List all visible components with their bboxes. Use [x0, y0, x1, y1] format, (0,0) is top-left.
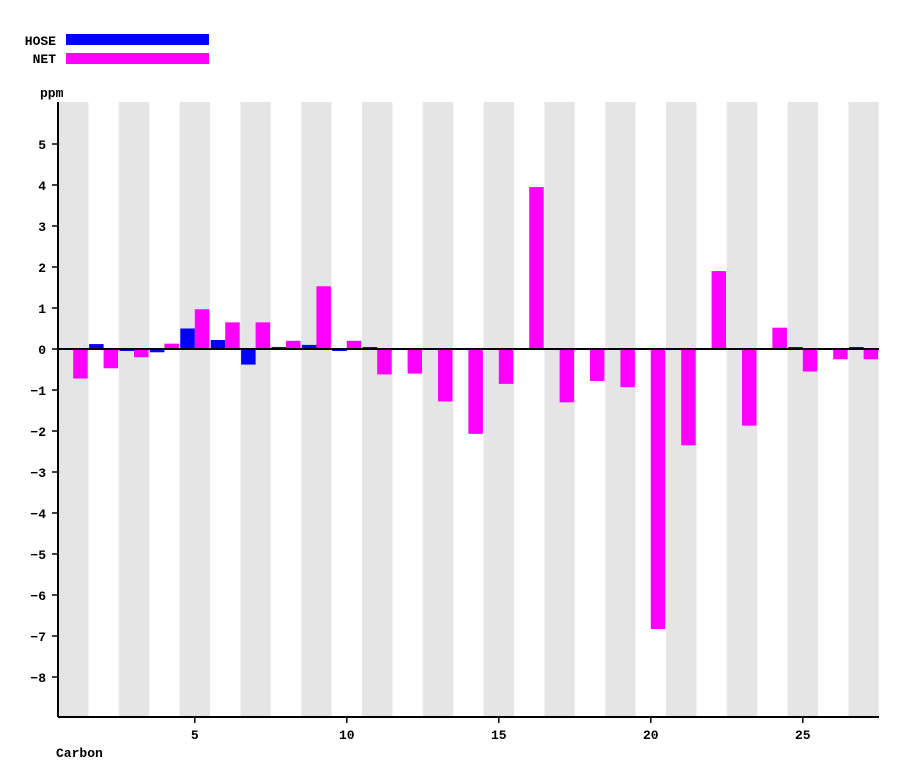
net-bar: [833, 349, 848, 360]
y-axis-label: ppm: [40, 86, 64, 101]
y-tick-label: 0: [38, 343, 46, 358]
net-bar: [802, 349, 818, 372]
net-bar: [407, 349, 423, 374]
y-tick-label: 2: [38, 261, 46, 276]
legend-swatch-net: [66, 53, 209, 64]
hose-bar: [301, 344, 317, 349]
net-bar: [681, 349, 696, 446]
net-bar: [772, 327, 787, 349]
net-bar: [134, 349, 149, 358]
net-bar: [255, 322, 271, 349]
net-bar: [164, 343, 179, 349]
net-bar: [590, 349, 605, 381]
background-band: [544, 102, 575, 717]
legend-label-net: NET: [33, 52, 57, 67]
net-bar: [650, 349, 666, 630]
x-axis-label: Carbon: [56, 746, 103, 761]
net-bar: [529, 187, 544, 349]
hose-bar: [241, 349, 256, 365]
x-tick-label: 10: [339, 728, 355, 743]
background-band: [422, 102, 454, 717]
net-bar: [73, 349, 88, 379]
background-band: [362, 102, 393, 717]
y-tick-label: −6: [30, 589, 46, 604]
net-bar: [742, 349, 757, 426]
background-band: [240, 102, 271, 717]
net-bar: [286, 340, 301, 349]
x-axis-ticks: 5 10 15 20 25: [191, 717, 811, 743]
y-tick-label: −5: [30, 548, 46, 563]
x-tick-label: 20: [643, 728, 659, 743]
net-bar: [194, 309, 210, 349]
y-tick-label: −4: [30, 507, 46, 522]
net-bar: [316, 286, 331, 349]
y-tick-label: 1: [38, 302, 46, 317]
net-bar: [225, 322, 240, 349]
background-band: [58, 102, 89, 717]
y-axis-ticks: 5 4 3 2 1 0 −1 −2 −3 −4 −5 −6 −7 −8: [30, 138, 58, 686]
y-tick-label: −3: [30, 466, 46, 481]
y-tick-label: −7: [30, 630, 46, 645]
x-tick-label: 5: [191, 728, 199, 743]
y-tick-label: −1: [30, 384, 46, 399]
background-band: [483, 102, 514, 717]
y-tick-label: −8: [30, 671, 46, 686]
hose-bar: [149, 349, 165, 353]
net-bar: [863, 349, 879, 360]
legend-swatch-hose: [66, 34, 209, 45]
net-bar: [620, 349, 635, 388]
x-tick-label: 15: [491, 728, 507, 743]
legend: HOSE NET: [25, 34, 209, 67]
net-bar: [438, 349, 453, 402]
hose-bar: [210, 339, 226, 349]
y-tick-label: 4: [38, 179, 46, 194]
y-tick-label: 3: [38, 220, 46, 235]
net-bar: [559, 349, 575, 403]
bars: [73, 187, 879, 630]
background-band: [301, 102, 332, 717]
background-band: [179, 102, 210, 717]
hose-bar: [271, 346, 286, 349]
hose-bar: [89, 344, 104, 349]
net-bar: [377, 349, 392, 375]
net-bar: [103, 349, 119, 369]
background-bands: [58, 102, 879, 717]
hose-bar: [180, 328, 195, 349]
background-band: [605, 102, 636, 717]
background-band: [787, 102, 818, 717]
x-tick-label: 25: [795, 728, 811, 743]
background-band: [848, 102, 879, 717]
net-bar: [346, 340, 362, 349]
net-bar: [711, 271, 727, 349]
y-tick-label: −2: [30, 425, 46, 440]
net-bar: [498, 349, 514, 384]
background-band: [118, 102, 150, 717]
net-bar: [468, 349, 483, 434]
y-tick-label: 5: [38, 138, 46, 153]
legend-label-hose: HOSE: [25, 34, 56, 49]
